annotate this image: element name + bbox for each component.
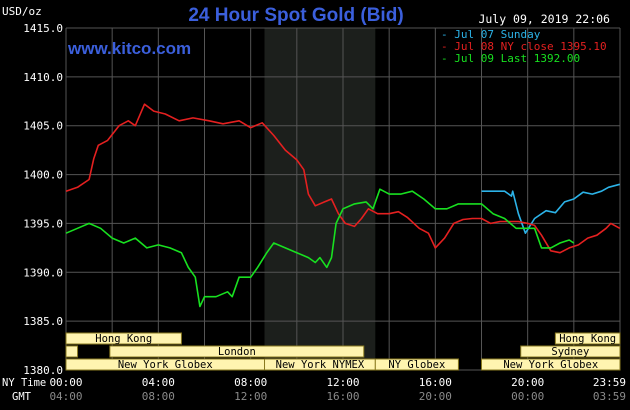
y-tick-label: 1410.0	[23, 71, 63, 84]
legend-entry-jul09: - Jul 09 Last 1392.00	[441, 52, 580, 65]
session-bar-label: Sydney	[551, 346, 589, 358]
website-watermark: www.kitco.com	[67, 39, 191, 58]
session-bar-label: Hong Kong	[95, 333, 152, 345]
nymex-hours-band	[264, 28, 376, 370]
trading-session-bar: NY Globex	[374, 358, 459, 371]
chart-title: 24 Hour Spot Gold (Bid)	[188, 5, 403, 26]
session-bar-label: Hong Kong	[559, 333, 616, 345]
x-axis-gmt-label: GMT	[12, 391, 32, 403]
x-tick-label-gmt: 16:00	[326, 390, 359, 403]
session-bar-rect	[554, 332, 621, 345]
trading-session-bar: London	[109, 345, 365, 358]
session-bar-label: New York Globex	[118, 359, 213, 371]
session-bar-rect	[520, 345, 621, 358]
trading-session-bar	[65, 345, 79, 358]
x-tick-label-gmt: 04:00	[49, 390, 82, 403]
trading-session-bar: Hong Kong	[554, 332, 621, 345]
legend-swatch-jul08: -	[441, 40, 454, 53]
trading-session-bar: New York NYMEX	[264, 358, 376, 371]
session-bar-rect	[65, 332, 182, 345]
series-line-jul07	[481, 183, 621, 234]
session-bar-rect	[481, 358, 621, 371]
x-tick-label-ny: 00:00	[49, 376, 82, 389]
legend-label-jul07: Jul 07 Sunday	[454, 28, 540, 41]
x-tick-label-ny: 04:00	[142, 376, 175, 389]
session-bar-label: NY Globex	[388, 359, 445, 371]
legend-entry-jul08: - Jul 08 NY close 1395.10	[441, 40, 607, 53]
y-tick-label: 1385.0	[23, 315, 63, 328]
trading-session-bar: New York Globex	[65, 358, 266, 371]
session-bar-rect	[65, 345, 79, 358]
session-bar-rect	[374, 358, 459, 371]
session-bar-rect	[109, 345, 365, 358]
series-line-jul08	[65, 103, 621, 254]
x-tick-label-gmt: 20:00	[419, 390, 452, 403]
y-tick-label: 1405.0	[23, 120, 63, 133]
x-axis-ny-label: NY Time	[2, 377, 46, 389]
legend-label-jul08: Jul 08 NY close 1395.10	[454, 40, 606, 53]
x-tick-label-ny: 12:00	[326, 376, 359, 389]
legend-entry-jul07: - Jul 07 Sunday	[441, 28, 541, 41]
x-tick-label-ny: 20:00	[511, 376, 544, 389]
x-tick-label-gmt: 03:59	[593, 390, 626, 403]
y-tick-label: 1400.0	[23, 169, 63, 182]
legend-label-jul09: Jul 09 Last 1392.00	[454, 52, 580, 65]
session-bar-label: New York Globex	[503, 359, 598, 371]
x-tick-label-ny: 08:00	[234, 376, 267, 389]
y-tick-label: 1380.0	[23, 364, 63, 377]
y-tick-label: 1390.0	[23, 266, 63, 279]
x-tick-label-gmt: 08:00	[142, 390, 175, 403]
legend-swatch-jul07: -	[441, 28, 454, 41]
trading-session-bar: Hong Kong	[65, 332, 182, 345]
session-bar-label: New York NYMEX	[276, 359, 365, 371]
x-tick-label-ny: 23:59	[593, 376, 626, 389]
y-tick-label: 1415.0	[23, 22, 63, 35]
series-line-jul09	[65, 188, 575, 308]
x-tick-label-gmt: 00:00	[511, 390, 544, 403]
chart-timestamp: July 09, 2019 22:06	[478, 12, 610, 26]
legend-swatch-jul09: -	[441, 52, 454, 65]
session-bar-label: London	[218, 346, 256, 358]
x-tick-label-ny: 16:00	[419, 376, 452, 389]
trading-session-bar: New York Globex	[481, 358, 621, 371]
y-tick-label: 1395.0	[23, 217, 63, 230]
y-axis-unit-label: USD/oz	[2, 5, 42, 18]
x-tick-label-gmt: 12:00	[234, 390, 267, 403]
trading-session-bar: Sydney	[520, 345, 621, 358]
legend: - Jul 07 Sunday - Jul 08 NY close 1395.1…	[441, 28, 607, 65]
